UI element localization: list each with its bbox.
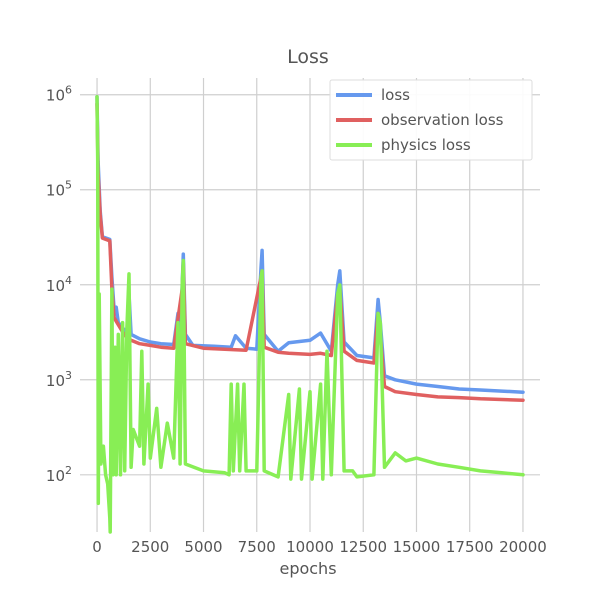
legend: loss observation loss physics loss (329, 79, 533, 161)
x-axis-label: epochs (279, 559, 336, 578)
x-tick-label: 10000 (286, 538, 334, 556)
x-tick-label: 0 (92, 538, 102, 556)
y-tick-label: 104 (46, 274, 72, 295)
legend-label: physics loss (381, 136, 471, 154)
chart-title: Loss (287, 46, 329, 68)
y-tick-label: 106 (46, 84, 72, 105)
x-tick-label: 2500 (131, 538, 169, 556)
legend-label: observation loss (381, 111, 504, 129)
x-tick-labels: 0 2500 5000 7500 10000 12500 15000 17500 20000 (92, 538, 547, 556)
x-tick-label: 12500 (339, 538, 387, 556)
x-tick-label: 7500 (238, 538, 276, 556)
series-line-physics-loss (95, 95, 525, 534)
legend-box (329, 79, 533, 161)
x-tick-label: 17500 (446, 538, 494, 556)
series-lines (95, 95, 525, 534)
legend-label: loss (381, 86, 410, 104)
x-tick-label: 15000 (393, 538, 441, 556)
y-tick-labels: 102 103 104 105 106 (46, 84, 72, 485)
x-tick-label: 20000 (499, 538, 547, 556)
y-tick-label: 105 (46, 179, 72, 200)
y-tick-label: 103 (46, 369, 72, 390)
y-tick-label: 102 (46, 464, 72, 485)
x-tick-label: 5000 (184, 538, 222, 556)
